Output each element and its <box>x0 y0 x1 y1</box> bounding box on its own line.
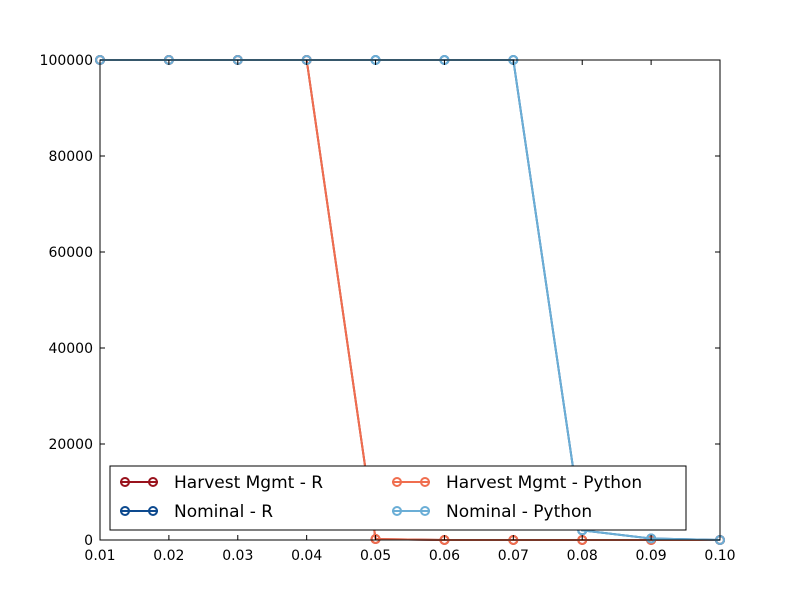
legend-label: Nominal - R <box>174 502 273 522</box>
y-tick-label: 100000 <box>40 53 93 69</box>
legend-label: Harvest Mgmt - Python <box>446 473 642 493</box>
tick-layer: 0.01 0.02 0.03 0.04 0.05 0.06 0.07 0.08 0.09 0.10… <box>40 53 736 564</box>
legend-item: Harvest Mgmt - R <box>120 473 323 493</box>
legend-item: Nominal - R <box>120 502 273 522</box>
x-tick-label: 0.09 <box>636 548 667 564</box>
x-tick-label: 0.08 <box>567 548 598 564</box>
legend-marker <box>420 506 430 516</box>
y-tick-label: 80000 <box>48 149 93 165</box>
x-tick-label: 0.02 <box>153 548 184 564</box>
plot-frame <box>99 59 721 541</box>
legend-marker <box>120 477 130 487</box>
legend-marker <box>148 506 158 516</box>
legend-marker <box>420 477 430 487</box>
legend-item: Harvest Mgmt - Python <box>392 473 642 493</box>
x-tick-label: 0.03 <box>222 548 253 564</box>
y-tick-label: 0 <box>84 533 93 549</box>
x-tick-label: 0.01 <box>84 548 115 564</box>
legend-marker <box>392 477 402 487</box>
x-tick-label: 0.07 <box>498 548 529 564</box>
y-tick-label: 60000 <box>48 245 93 261</box>
x-tick-label: 0.04 <box>291 548 322 564</box>
legend: Harvest Mgmt - R Nominal - R Harvest Mgmt … <box>109 465 687 531</box>
x-tick-label: 0.06 <box>429 548 460 564</box>
legend-box <box>109 465 687 531</box>
data-point <box>646 533 657 544</box>
legend-label: Nominal - Python <box>446 502 592 522</box>
y-tick-label: 40000 <box>48 341 93 357</box>
x-tick-label: 0.10 <box>704 548 735 564</box>
legend-marker <box>120 506 130 516</box>
legend-marker <box>148 477 158 487</box>
legend-label: Harvest Mgmt - R <box>174 473 323 493</box>
y-tick-label: 20000 <box>48 437 93 453</box>
legend-marker <box>392 506 402 516</box>
legend-item: Nominal - Python <box>392 502 592 522</box>
x-tick-label: 0.05 <box>360 548 391 564</box>
